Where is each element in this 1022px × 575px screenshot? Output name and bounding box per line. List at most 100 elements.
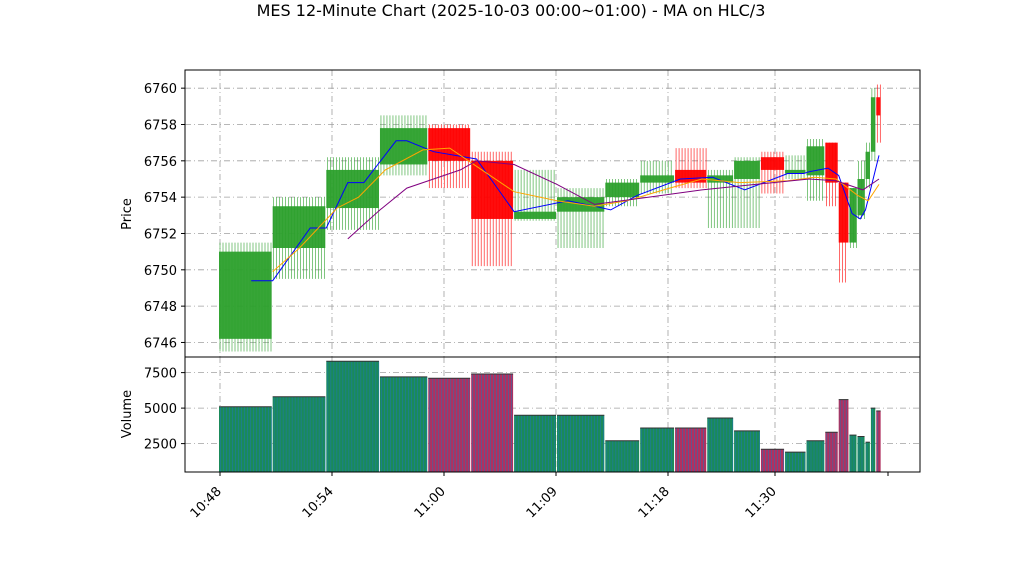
- candle-body: [707, 175, 734, 183]
- volume-bar-fill: [806, 440, 825, 472]
- candle-body: [849, 188, 857, 243]
- volume-bar: [471, 373, 514, 472]
- volume-bar-fill: [760, 449, 785, 472]
- volume-bar-fill: [428, 378, 471, 472]
- volume-panel-frame: [184, 356, 921, 473]
- candle-body: [838, 182, 849, 243]
- candle: [849, 188, 857, 249]
- volume-bar: [326, 360, 380, 472]
- volume-bar-fill: [272, 396, 326, 472]
- candle-body: [760, 157, 785, 170]
- price-tick-label: 6758: [144, 118, 177, 133]
- ma-line: [272, 147, 880, 272]
- candle: [734, 157, 760, 229]
- x-axis-ticks: 10:48 10:54 11:00 11:09 11:18 11:30: [188, 472, 889, 521]
- volume-bar-fill: [876, 410, 881, 472]
- volume-bar-fill: [379, 376, 428, 472]
- volume-bar-fill: [734, 430, 760, 472]
- volume-bar: [870, 407, 876, 472]
- volume-bar: [707, 417, 734, 472]
- x-tick-label: 11:18: [636, 484, 673, 521]
- candle: [675, 148, 707, 189]
- price-tick-label: 6754: [144, 191, 177, 206]
- volume-bar-fill: [326, 361, 379, 472]
- candle: [838, 182, 849, 283]
- candle-body: [471, 160, 514, 219]
- candle: [471, 151, 514, 267]
- candle-body: [825, 142, 838, 183]
- candle-body: [870, 97, 876, 152]
- volume-tick-label: 7500: [144, 367, 177, 382]
- volume-bar-fill: [471, 374, 514, 472]
- x-tick-label: 10:54: [300, 484, 337, 521]
- volume-axis-label: Volume: [120, 390, 135, 438]
- volume-bar: [838, 399, 849, 472]
- candle-body: [734, 160, 760, 179]
- candle-body: [806, 146, 825, 176]
- moving-averages: [251, 140, 880, 282]
- volume-bar-fill: [557, 415, 605, 472]
- volume-bar-fill: [707, 418, 734, 472]
- x-tick-label: 11:30: [743, 484, 780, 521]
- volume-bars: [219, 360, 881, 472]
- volume-panel: 2500 5000 7500 Volume: [120, 356, 921, 473]
- candle-body: [326, 169, 379, 209]
- volume-bar-fill: [857, 436, 865, 472]
- volume-bar-fill: [675, 427, 707, 472]
- ma-line: [347, 160, 880, 240]
- candle: [760, 151, 785, 194]
- volume-bar-fill: [849, 435, 857, 472]
- candle: [379, 115, 428, 176]
- price-grid: [185, 70, 920, 357]
- price-tick-label: 6748: [144, 300, 177, 315]
- candle: [876, 84, 881, 143]
- volume-bar: [849, 434, 857, 472]
- candle: [806, 139, 825, 201]
- price-tick-label: 6752: [144, 227, 177, 242]
- price-tick-label: 6756: [144, 155, 177, 170]
- candle-body: [675, 169, 707, 183]
- price-tick-label: 6750: [144, 264, 177, 279]
- price-panel: 6746 6748 6750 6752 6754 6756 6758 6760 Price: [120, 69, 921, 358]
- volume-bar: [219, 406, 272, 472]
- candle-body: [272, 206, 326, 249]
- volume-bar-fill: [825, 432, 838, 472]
- price-axis-label: Price: [120, 198, 135, 230]
- candle-body: [785, 169, 806, 174]
- volume-bar: [806, 440, 825, 472]
- volume-bar: [865, 441, 870, 472]
- ma-line: [251, 140, 880, 282]
- volume-bar-fill: [838, 399, 849, 472]
- volume-tick-label: 5000: [144, 402, 177, 417]
- x-tick-label: 11:00: [412, 484, 449, 521]
- candle: [785, 155, 806, 179]
- volume-bar: [514, 414, 557, 472]
- candle-body: [219, 251, 272, 339]
- candle: [707, 169, 734, 229]
- volume-y-ticks: 2500 5000 7500: [144, 367, 185, 453]
- price-tick-label: 6760: [144, 82, 177, 97]
- x-tick-label: 10:48: [188, 484, 225, 521]
- volume-bar: [675, 427, 707, 472]
- volume-bar: [605, 440, 640, 472]
- volume-bar: [557, 414, 605, 472]
- candle-body: [428, 128, 471, 161]
- candle: [870, 88, 876, 161]
- volume-bar: [825, 431, 838, 472]
- price-tick-label: 6746: [144, 336, 177, 351]
- volume-bar: [876, 410, 881, 472]
- candle-body: [865, 151, 870, 179]
- candle-body: [605, 182, 640, 198]
- volume-bar-fill: [870, 408, 876, 472]
- candle: [514, 169, 557, 221]
- volume-bar: [640, 427, 675, 472]
- candle-body: [514, 211, 557, 219]
- candle: [428, 124, 471, 189]
- candle-body: [876, 97, 881, 116]
- price-y-ticks: 6746 6748 6750 6752 6754 6756 6758 6760: [144, 82, 185, 351]
- volume-bar: [379, 376, 428, 472]
- candle-body: [640, 175, 675, 183]
- candle: [605, 178, 640, 207]
- chart-title: MES 12-Minute Chart (2025-10-03 00:00~01…: [257, 1, 766, 20]
